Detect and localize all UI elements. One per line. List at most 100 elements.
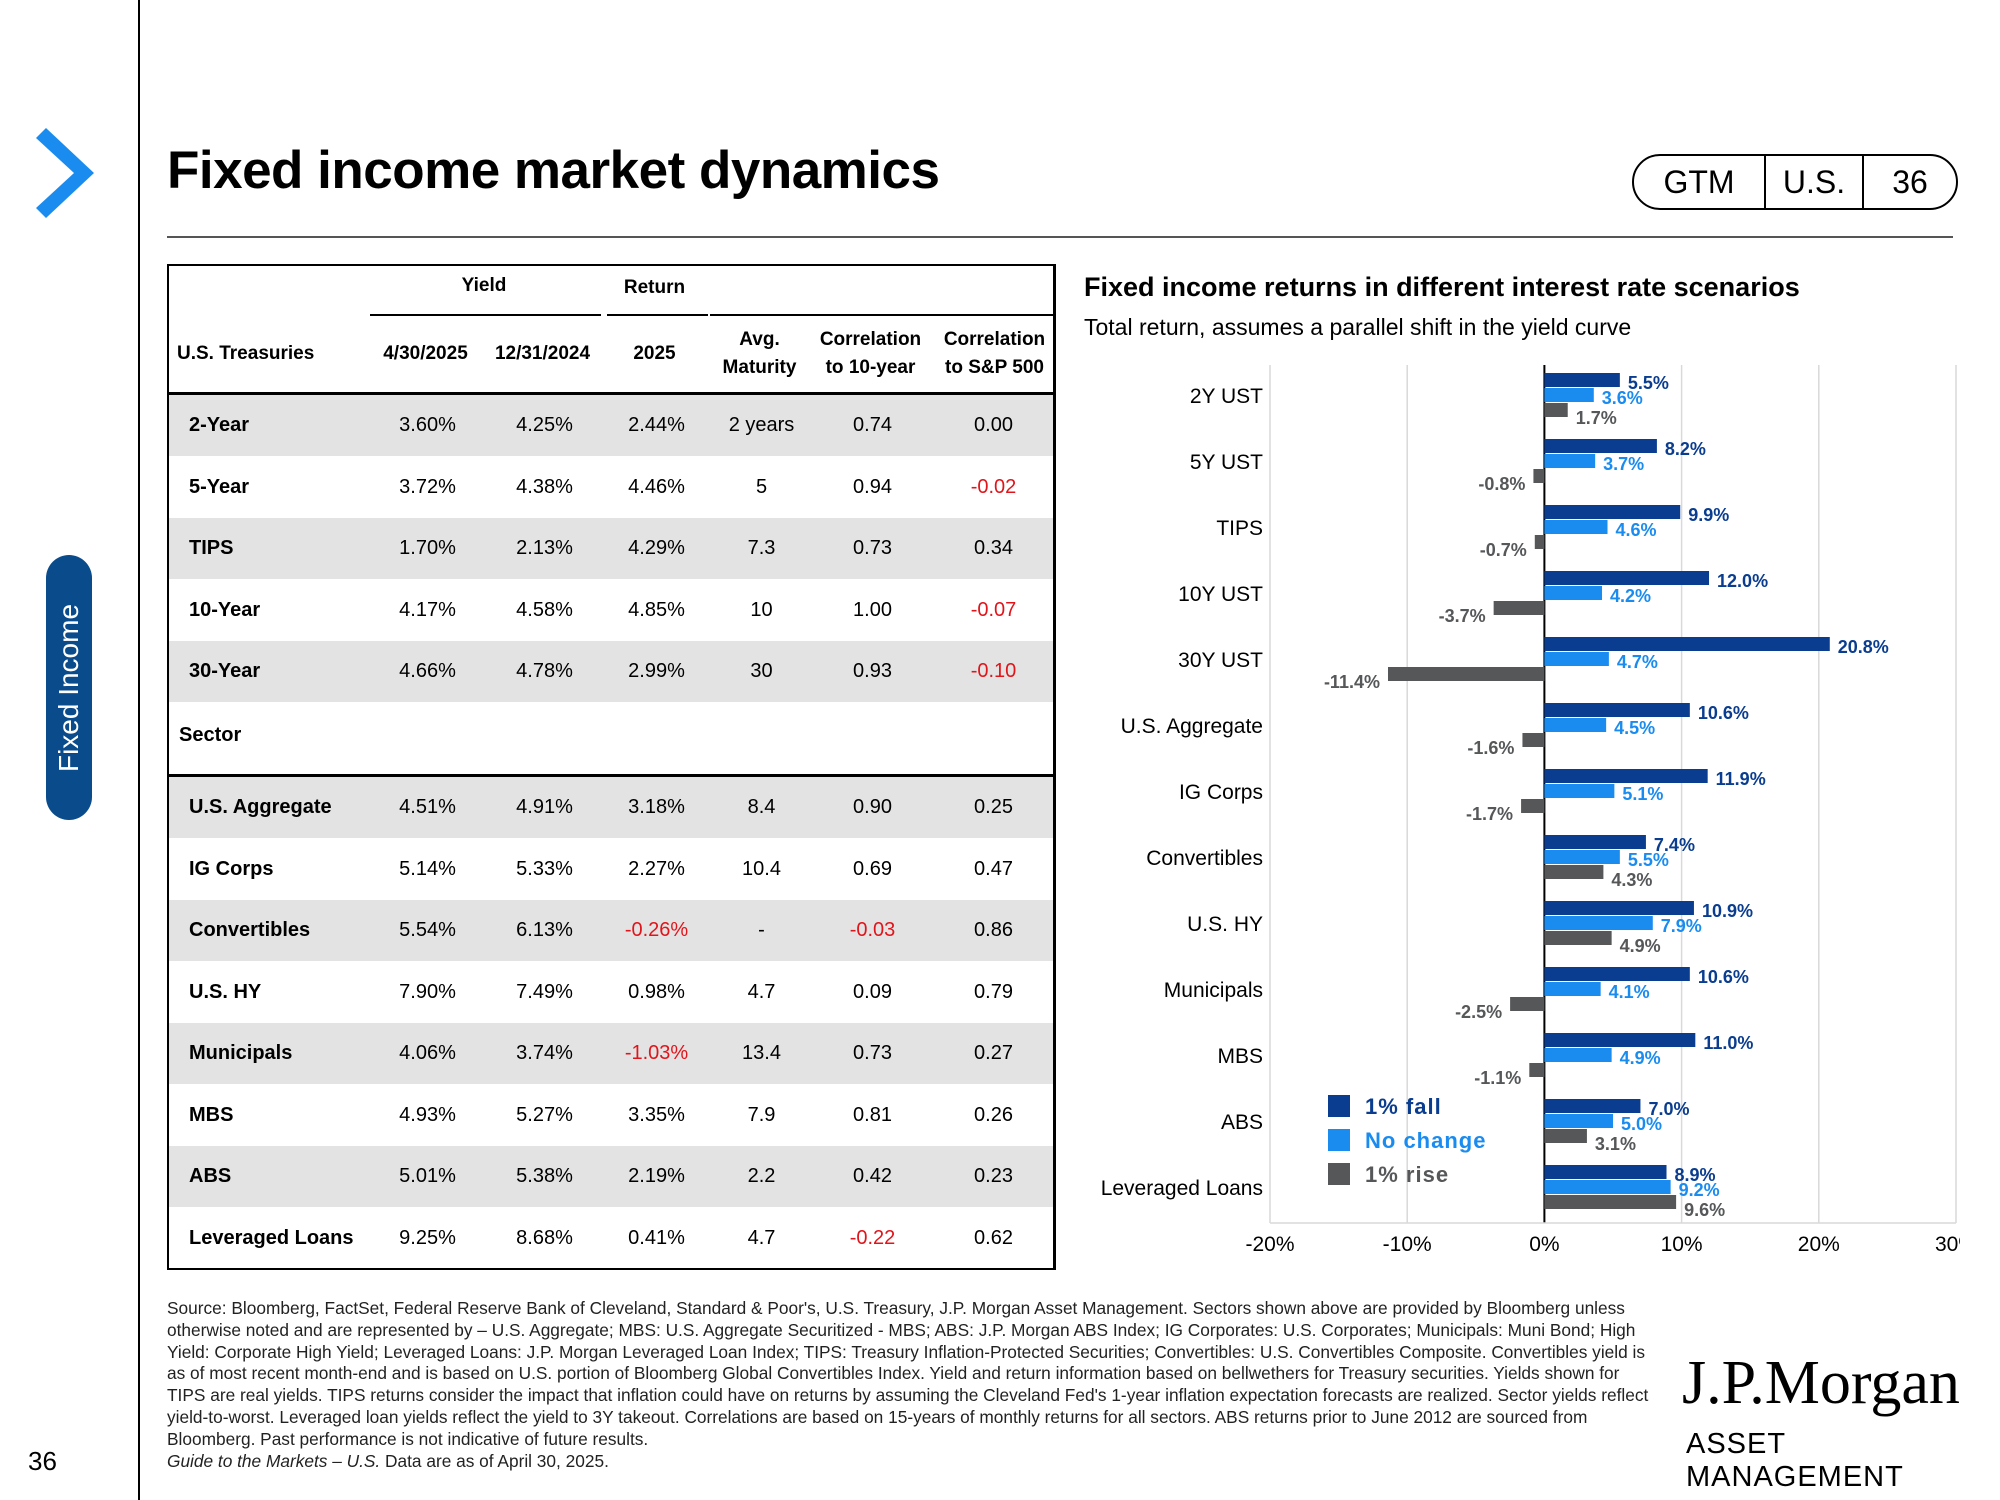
table-cell: 4.85% [628,598,685,621]
data-label: 7.0% [1648,1099,1689,1119]
col-header-treasuries: U.S. Treasuries [177,343,315,364]
category-label: 10Y UST [1178,583,1263,606]
table-cell: 0.74 [853,414,892,436]
yield-group-header: Yield [461,275,507,296]
table-cell: 0.26 [974,1103,1013,1126]
category-label: U.S. Aggregate [1121,715,1263,738]
jpmorgan-logo: J.P.Morgan [1682,1349,1960,1417]
table-cell: 0.34 [974,537,1013,559]
table-row: MBS 4.93% 5.27% 3.35% 7.9 0.81 0.26 [169,1085,1055,1146]
data-label: -1.6% [1467,738,1514,758]
bar-1-rise [1544,1129,1587,1143]
bar-1-rise [1544,865,1604,879]
row-label: TIPS [189,537,234,559]
table-cell: 0.79 [974,980,1013,1003]
bar-1-fall [1544,901,1694,915]
table-cell: 2.2 [747,1165,776,1187]
data-label: 4.7% [1617,652,1658,672]
table-cell: 4.58% [516,598,573,621]
data-label: -0.7% [1480,540,1527,560]
data-label: 3.7% [1603,454,1644,474]
category-label: 30Y UST [1178,649,1263,672]
table-cell: 9.25% [399,1226,456,1249]
table-cell: 4.38% [516,475,573,498]
table-row: Convertibles 5.54% 6.13% -0.26% - -0.03 0.86 [169,900,1055,961]
data-label: -1.1% [1474,1068,1521,1088]
data-label: 9.6% [1684,1200,1725,1220]
table-row: 2-Year 3.60% 4.25% 2.44% 2 years 0.74 0.00 [169,395,1055,456]
table-row: IG Corps 5.14% 5.33% 2.27% 10.4 0.69 0.47 [169,839,1055,900]
category-label: Leveraged Loans [1101,1177,1263,1200]
data-label: 5.1% [1622,784,1663,804]
table-cell: 5.38% [516,1165,573,1187]
row-label: Municipals [189,1042,293,1064]
category-label: ABS [1221,1111,1263,1134]
bar-no-change [1544,454,1596,468]
bar-1-fall [1544,1033,1696,1047]
bar-1-rise [1534,535,1545,549]
pill-page: 36 [1892,163,1928,200]
table-row: 30-Year 4.66% 4.78% 2.99% 30 0.93 -0.10 [169,641,1055,702]
table-cell: 10 [750,598,773,621]
left-divider [138,0,140,1500]
page-pill: GTM U.S. 36 [1632,154,1958,210]
table-cell: 0.27 [974,1042,1013,1064]
table-cell: 7.49% [516,980,573,1003]
header-rule [167,236,1953,238]
category-label: 2Y UST [1190,385,1263,408]
table-cell: 4.46% [628,475,685,498]
table-cell: 0.73 [853,537,892,559]
bar-1-rise [1544,931,1612,945]
footnote-guide: Guide to the Markets – U.S. [167,1450,381,1471]
data-label: 4.9% [1620,936,1661,956]
x-tick-label: 0% [1529,1233,1559,1256]
table-cell: 4.29% [628,537,685,559]
col-header-corr-10y-line1: Correlation [819,329,922,350]
legend-label: 1% rise [1365,1162,1449,1187]
row-label: 30-Year [189,660,261,682]
table-cell: 3.74% [516,1042,573,1064]
data-label: 4.3% [1611,870,1652,890]
table-cell: 0.93 [853,660,892,682]
table-cell: 4.7 [747,1226,776,1249]
col-header-maturity-line1: Avg. [739,329,780,350]
bar-no-change [1544,652,1609,666]
data-label: -11.4% [1324,672,1380,692]
chart-subtitle: Total return, assumes a parallel shift i… [1084,314,1632,340]
header-bottom-rule [167,392,1056,395]
table-cell: 0.86 [974,919,1013,941]
section-tab[interactable]: Fixed Income [46,555,92,820]
data-label: 9.9% [1688,505,1729,525]
bar-no-change [1544,586,1603,600]
table-cell: 4.25% [516,414,573,436]
table-cell: 5.01% [399,1165,456,1187]
table-cell: 4.66% [399,660,456,682]
col-header-corr-sp: Correlation to S&P 500 [933,326,1056,382]
bar-1-fall [1544,373,1620,387]
bar-1-rise [1510,997,1545,1011]
table-cell: -0.10 [970,660,1017,682]
col-header-maturity: Avg. Maturity [708,326,811,382]
table-cell: 0.42 [853,1165,892,1187]
x-tick-label: -10% [1383,1233,1432,1256]
bar-1-rise [1521,799,1545,813]
row-label: Leveraged Loans [189,1226,354,1249]
data-label: 9.2% [1679,1180,1720,1200]
page-title: Fixed income market dynamics [167,141,940,200]
legend-label: 1% fall [1365,1094,1442,1119]
table-cell: -0.22 [849,1226,896,1249]
table-cell: -0.03 [849,919,896,941]
table-cell: 5.27% [516,1103,573,1126]
table-cell: 0.62 [974,1226,1013,1249]
chevron-right-icon [36,128,94,218]
table-row: Municipals 4.06% 3.74% -1.03% 13.4 0.73 0.27 [169,1023,1055,1084]
table-cell: -1.03% [624,1042,689,1064]
data-label: 8.9% [1675,1165,1716,1185]
x-tick-label: -20% [1245,1233,1294,1256]
table-cell: 0.00 [974,414,1013,436]
category-label: MBS [1217,1045,1263,1068]
table-cell: 3.35% [628,1103,685,1126]
col-header-yield-prior: 12/31/2024 [494,343,591,364]
sector-header-row: Sector [169,705,1055,766]
category-label: Convertibles [1146,847,1263,870]
